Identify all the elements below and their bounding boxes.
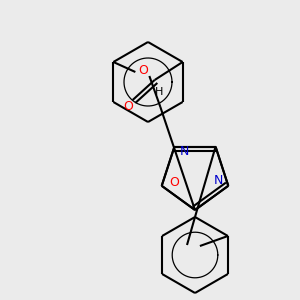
Text: N: N: [214, 174, 223, 187]
Text: O: O: [169, 176, 179, 189]
Text: H: H: [154, 87, 163, 97]
Text: N: N: [180, 145, 189, 158]
Text: O: O: [138, 64, 148, 77]
Text: O: O: [124, 100, 134, 112]
